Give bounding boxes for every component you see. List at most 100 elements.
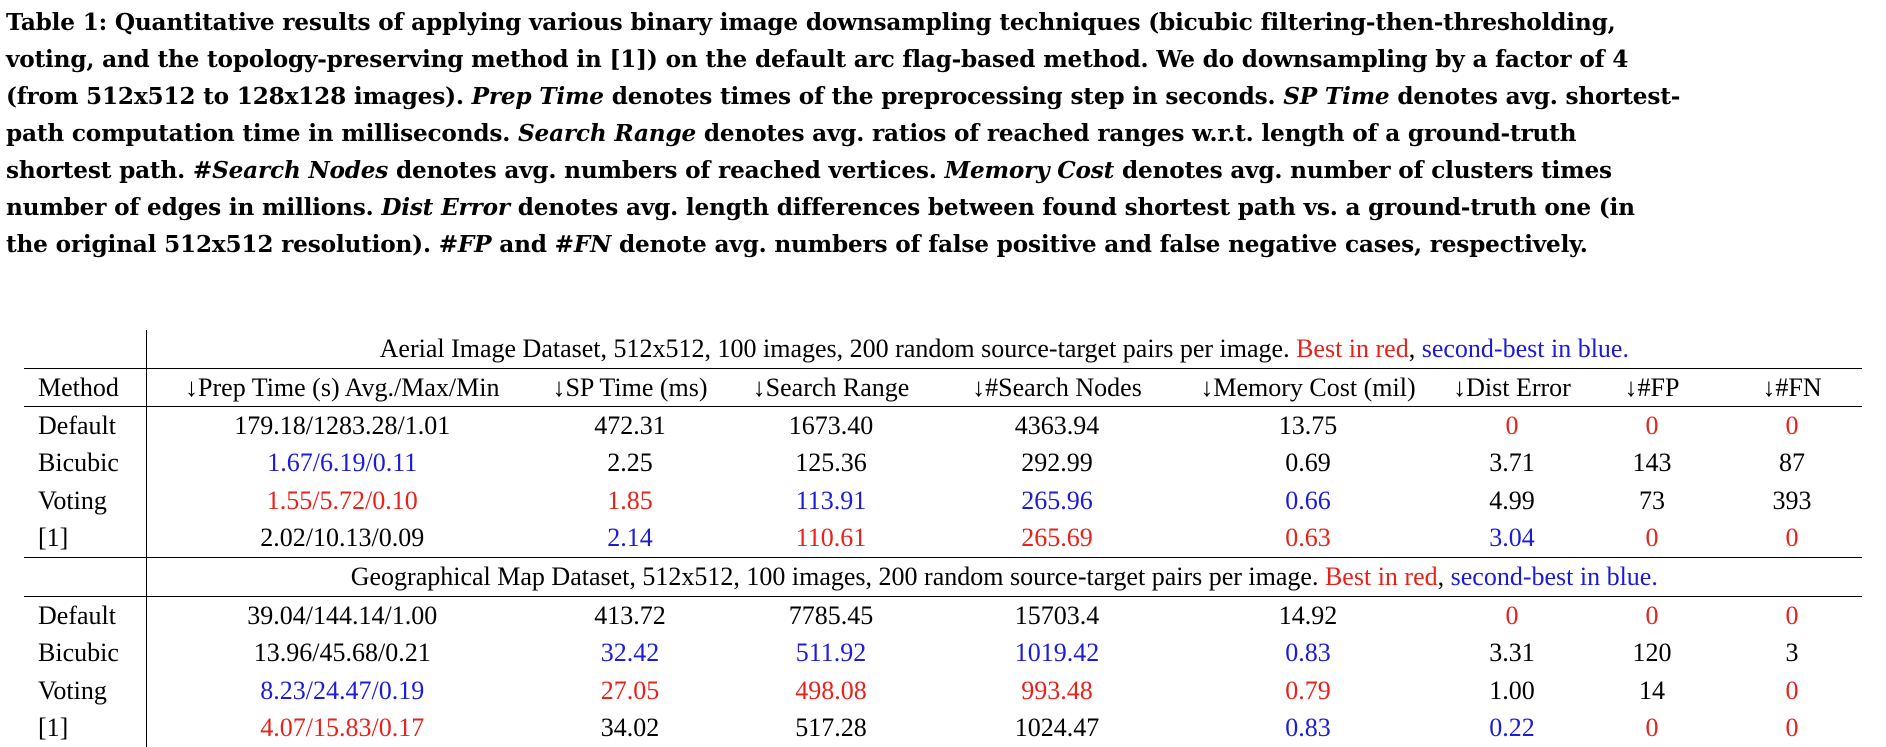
value-cell: 4.07/15.83/0.17: [146, 710, 538, 747]
caption-text: denote avg. numbers of false positive an…: [611, 231, 1588, 258]
value-cell: 179.18/1283.28/1.01: [146, 407, 538, 445]
value-cell: 15703.4: [940, 597, 1174, 635]
dataset-title-row: Geographical Map Dataset, 512x512, 100 i…: [24, 558, 1862, 597]
method-empty-cell: [24, 330, 146, 369]
value-cell: 13.75: [1174, 407, 1442, 445]
value-cell: 110.61: [722, 520, 940, 558]
value-cell: 0.63: [1174, 520, 1442, 558]
caption-text: denotes avg. numbers of reached vertices…: [388, 157, 944, 184]
dataset-title: Aerial Image Dataset, 512x512, 100 image…: [146, 330, 1862, 369]
caption-line: the original 512x512 resolution). #FP an…: [6, 226, 1880, 263]
value-cell: 265.96: [940, 482, 1174, 520]
value-cell: 4363.94: [940, 407, 1174, 445]
value-cell: 143: [1582, 445, 1722, 483]
caption-text: and: [491, 231, 554, 258]
value-cell: 0: [1442, 597, 1582, 635]
value-cell: 1019.42: [940, 635, 1174, 673]
caption-line: shortest path. #Search Nodes denotes avg…: [6, 152, 1880, 189]
value-cell: 0: [1582, 597, 1722, 635]
value-cell: 0: [1442, 407, 1582, 445]
value-cell: 32.42: [538, 635, 722, 673]
legend-end: .: [1622, 334, 1629, 363]
caption-line: path computation time in milliseconds. S…: [6, 115, 1880, 152]
caption-text: denotes avg. length differences between …: [510, 194, 1635, 221]
legend-end: .: [1651, 562, 1658, 591]
value-cell: 0.66: [1174, 482, 1442, 520]
caption-text: path computation time in milliseconds.: [6, 120, 518, 147]
dataset-title-text: Geographical Map Dataset, 512x512, 100 i…: [351, 562, 1325, 591]
column-header: Method: [24, 369, 146, 407]
value-cell: 73: [1582, 482, 1722, 520]
value-cell: 1024.47: [940, 710, 1174, 747]
caption-line: voting, and the topology-preserving meth…: [6, 41, 1880, 78]
value-cell: 517.28: [722, 710, 940, 747]
caption-text: shortest path.: [6, 157, 193, 184]
value-cell: 7785.45: [722, 597, 940, 635]
caption-text: denotes avg. number of clusters times: [1114, 157, 1612, 184]
column-header: ↓Search Range: [722, 369, 940, 407]
legend-second-best: second-best in blue: [1451, 562, 1652, 591]
method-name: Bicubic: [24, 635, 146, 673]
value-cell: 1673.40: [722, 407, 940, 445]
caption-term: #Search Nodes: [193, 157, 388, 184]
caption-line: number of edges in millions. Dist Error …: [6, 189, 1880, 226]
method-name: [1]: [24, 520, 146, 558]
value-cell: 1.67/6.19/0.11: [146, 445, 538, 483]
value-cell: 2.14: [538, 520, 722, 558]
caption-term: Dist Error: [381, 194, 510, 221]
caption-line: (from 512x512 to 128x128 images). Prep T…: [6, 78, 1880, 115]
value-cell: 3.04: [1442, 520, 1582, 558]
caption-text: denotes avg. ratios of reached ranges w.…: [696, 120, 1576, 147]
value-cell: 292.99: [940, 445, 1174, 483]
method-empty-cell: [24, 558, 146, 597]
value-cell: 993.48: [940, 672, 1174, 710]
value-cell: 0.83: [1174, 635, 1442, 673]
value-cell: 3.31: [1442, 635, 1582, 673]
legend-best: Best in red: [1296, 334, 1409, 363]
caption-text: (from 512x512 to 128x128 images).: [6, 83, 472, 110]
value-cell: 4.99: [1442, 482, 1582, 520]
column-header-row: Method↓Prep Time (s) Avg./Max/Min↓SP Tim…: [24, 369, 1862, 407]
method-name: Voting: [24, 482, 146, 520]
value-cell: 1.55/5.72/0.10: [146, 482, 538, 520]
method-name: Voting: [24, 672, 146, 710]
caption-text: the original 512x512 resolution).: [6, 231, 439, 258]
method-name: Default: [24, 597, 146, 635]
value-cell: 2.25: [538, 445, 722, 483]
column-header: ↓#FN: [1722, 369, 1862, 407]
value-cell: 265.69: [940, 520, 1174, 558]
legend-separator: ,: [1438, 562, 1451, 591]
table-caption: Table 1: Quantitative results of applyin…: [6, 4, 1880, 263]
dataset-title-text: Aerial Image Dataset, 512x512, 100 image…: [380, 334, 1296, 363]
column-header: ↓#FP: [1582, 369, 1722, 407]
column-header: ↓Prep Time (s) Avg./Max/Min: [146, 369, 538, 407]
dataset-title-row: Aerial Image Dataset, 512x512, 100 image…: [24, 330, 1862, 369]
value-cell: 0: [1582, 520, 1722, 558]
value-cell: 0.22: [1442, 710, 1582, 747]
caption-term: #FN: [555, 231, 612, 258]
value-cell: 39.04/144.14/1.00: [146, 597, 538, 635]
value-cell: 0.83: [1174, 710, 1442, 747]
value-cell: 14.92: [1174, 597, 1442, 635]
value-cell: 511.92: [722, 635, 940, 673]
value-cell: 0.79: [1174, 672, 1442, 710]
value-cell: 14: [1582, 672, 1722, 710]
value-cell: 0: [1722, 672, 1862, 710]
column-header: ↓SP Time (ms): [538, 369, 722, 407]
results-table-container: Aerial Image Dataset, 512x512, 100 image…: [24, 330, 1862, 747]
value-cell: 87: [1722, 445, 1862, 483]
value-cell: 1.00: [1442, 672, 1582, 710]
value-cell: 0: [1722, 597, 1862, 635]
value-cell: 27.05: [538, 672, 722, 710]
caption-text: Table 1: Quantitative results of applyin…: [6, 9, 1615, 36]
value-cell: 8.23/24.47/0.19: [146, 672, 538, 710]
column-header: ↓Memory Cost (mil): [1174, 369, 1442, 407]
value-cell: 13.96/45.68/0.21: [146, 635, 538, 673]
column-header: ↓#Search Nodes: [940, 369, 1174, 407]
caption-text: denotes avg. shortest-: [1389, 83, 1680, 110]
